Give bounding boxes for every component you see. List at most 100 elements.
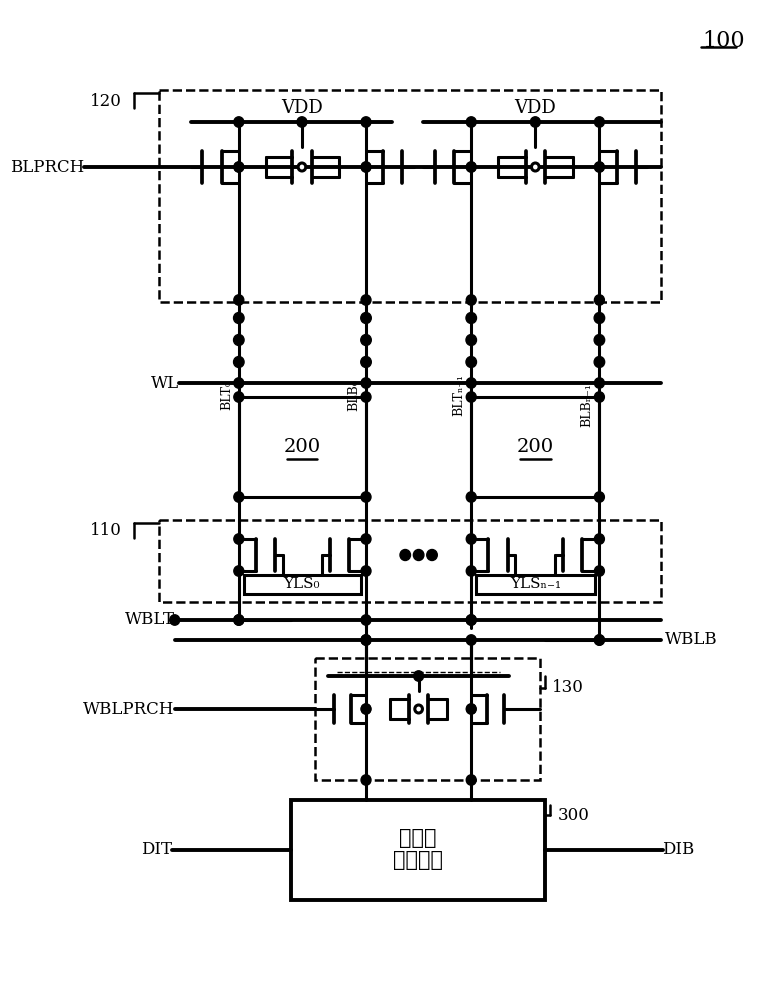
Circle shape [234, 334, 244, 346]
Circle shape [298, 163, 306, 171]
Bar [476, 575, 594, 594]
Circle shape [361, 534, 371, 544]
Circle shape [400, 550, 411, 560]
Circle shape [594, 295, 604, 305]
Text: 120: 120 [90, 93, 122, 110]
Text: DIT: DIT [141, 842, 172, 858]
Circle shape [361, 635, 371, 645]
Circle shape [530, 117, 540, 127]
Bar [159, 90, 661, 302]
Circle shape [594, 162, 604, 172]
Circle shape [361, 635, 371, 645]
Text: 100: 100 [703, 30, 745, 52]
Bar [291, 800, 545, 900]
Circle shape [234, 312, 244, 324]
Bar [244, 575, 361, 594]
Text: WBLT: WBLT [125, 611, 174, 629]
Circle shape [466, 378, 476, 388]
Text: WL: WL [150, 374, 178, 391]
Circle shape [361, 615, 371, 625]
Circle shape [361, 492, 371, 502]
Text: YLS₀: YLS₀ [283, 577, 320, 591]
Circle shape [361, 704, 371, 714]
Circle shape [594, 334, 605, 346]
Circle shape [466, 566, 476, 576]
Bar [471, 397, 600, 497]
Circle shape [467, 705, 475, 713]
Text: 300: 300 [557, 806, 589, 824]
Circle shape [234, 357, 244, 367]
Circle shape [596, 163, 604, 171]
Circle shape [594, 312, 605, 324]
Circle shape [466, 357, 476, 367]
Circle shape [361, 162, 371, 172]
Text: VDD: VDD [281, 99, 323, 117]
Circle shape [170, 615, 180, 625]
Circle shape [594, 392, 604, 402]
Circle shape [531, 163, 539, 171]
Circle shape [594, 635, 604, 645]
Circle shape [361, 392, 371, 402]
Text: WBLB: WBLB [664, 632, 717, 648]
Circle shape [466, 615, 476, 625]
Circle shape [466, 704, 476, 714]
Circle shape [466, 392, 476, 402]
Circle shape [466, 312, 476, 324]
Bar [315, 658, 540, 780]
Circle shape [234, 615, 244, 625]
Circle shape [466, 162, 476, 172]
Circle shape [466, 334, 476, 346]
Circle shape [361, 775, 371, 785]
Circle shape [466, 775, 476, 785]
Circle shape [466, 117, 476, 127]
Text: BLBₙ₋₁: BLBₙ₋₁ [581, 383, 594, 427]
Circle shape [297, 117, 307, 127]
Text: 储存器
写入装置: 储存器 写入装置 [392, 830, 443, 870]
Circle shape [427, 550, 437, 560]
Circle shape [466, 615, 476, 625]
Circle shape [466, 492, 476, 502]
Circle shape [234, 566, 244, 576]
Circle shape [594, 492, 604, 502]
Circle shape [234, 162, 244, 172]
Text: 130: 130 [552, 680, 584, 696]
Circle shape [413, 550, 424, 560]
Circle shape [466, 295, 476, 305]
Bar [239, 397, 366, 497]
Circle shape [414, 671, 424, 681]
Text: BLT₀: BLT₀ [220, 380, 233, 410]
Circle shape [234, 492, 244, 502]
Circle shape [594, 566, 604, 576]
Circle shape [594, 378, 604, 388]
Circle shape [415, 705, 422, 713]
Circle shape [594, 534, 604, 544]
Text: DIB: DIB [662, 842, 695, 858]
Circle shape [361, 566, 371, 576]
Text: 200: 200 [283, 438, 321, 456]
Circle shape [466, 635, 476, 645]
Circle shape [360, 357, 371, 367]
Circle shape [234, 615, 244, 625]
Circle shape [360, 312, 371, 324]
Circle shape [234, 378, 244, 388]
Circle shape [594, 635, 604, 645]
Circle shape [361, 378, 371, 388]
Circle shape [467, 163, 475, 171]
Bar [159, 520, 661, 602]
Text: BLPRCH: BLPRCH [10, 158, 84, 176]
Circle shape [362, 163, 370, 171]
Text: YLSₙ₋₁: YLSₙ₋₁ [510, 577, 561, 591]
Circle shape [594, 357, 605, 367]
Circle shape [466, 534, 476, 544]
Circle shape [234, 295, 244, 305]
Text: VDD: VDD [514, 99, 556, 117]
Circle shape [234, 534, 244, 544]
Circle shape [234, 392, 244, 402]
Circle shape [362, 705, 370, 713]
Circle shape [594, 117, 604, 127]
Text: WBLPRCH: WBLPRCH [83, 700, 174, 718]
Text: BLTₙ₋₁: BLTₙ₋₁ [453, 374, 466, 416]
Text: 110: 110 [90, 522, 122, 539]
Circle shape [361, 295, 371, 305]
Circle shape [360, 334, 371, 346]
